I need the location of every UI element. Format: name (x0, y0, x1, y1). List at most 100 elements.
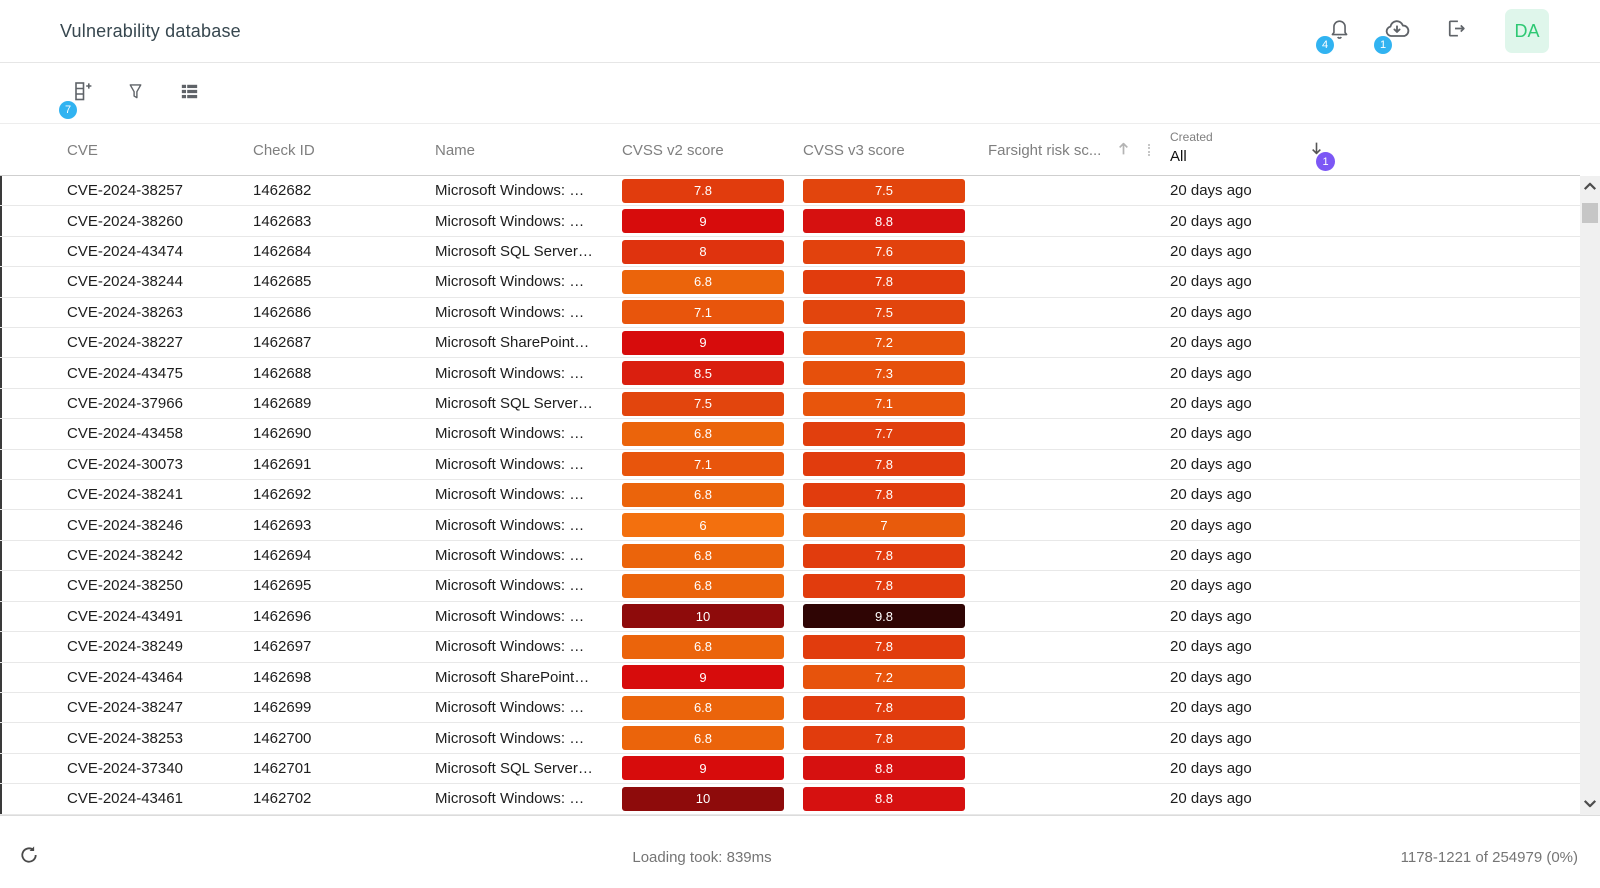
cell-cve[interactable]: CVE-2024-38250 (67, 577, 183, 595)
cvss-v2-score-badge: 6.8 (622, 634, 784, 659)
sort-descending-icon[interactable] (1308, 140, 1325, 161)
table-body: CVE-2024-38257 1462682 Microsoft Windows… (0, 176, 1580, 815)
view-list-button[interactable] (176, 81, 202, 107)
cell-cvss-v3: 7.1 (803, 391, 988, 416)
cell-cvss-v3: 7.5 (803, 178, 988, 203)
loading-time-text: Loading took: 839ms (632, 849, 772, 866)
cell-created: 20 days ago (1170, 699, 1252, 717)
table-row[interactable]: CVE-2024-43491 1462696 Microsoft Windows… (0, 602, 1580, 633)
cell-check-id: 1462697 (253, 638, 312, 656)
cell-cve[interactable]: CVE-2024-38244 (67, 273, 183, 291)
cell-cve[interactable]: CVE-2024-38260 (67, 212, 183, 230)
cvss-v2-score-badge: 9 (622, 665, 784, 690)
cell-cve[interactable]: CVE-2024-43491 (67, 607, 183, 625)
table-row[interactable]: CVE-2024-38260 1462683 Microsoft Windows… (0, 206, 1580, 237)
avatar[interactable]: DA (1505, 9, 1549, 53)
table-row[interactable]: CVE-2024-38257 1462682 Microsoft Windows… (0, 176, 1580, 207)
cell-created: 20 days ago (1170, 364, 1252, 382)
cell-cve[interactable]: CVE-2024-43475 (67, 364, 183, 382)
table-row[interactable]: CVE-2024-37340 1462701 Microsoft SQL Ser… (0, 754, 1580, 785)
cell-check-id: 1462693 (253, 516, 312, 534)
cvss-v3-score-badge: 7.8 (803, 482, 965, 507)
cell-cve[interactable]: CVE-2024-37966 (67, 395, 183, 413)
scroll-up-button[interactable] (1580, 178, 1600, 196)
cell-cve[interactable]: CVE-2024-38257 (67, 182, 183, 200)
cvss-v3-score-badge: 7.2 (803, 665, 965, 690)
cell-cvss-v2: 6.8 (622, 482, 803, 507)
table-row[interactable]: CVE-2024-38242 1462694 Microsoft Windows… (0, 541, 1580, 572)
column-header-cvss-v2[interactable]: CVSS v2 score (622, 141, 724, 159)
column-header-cvss-v3[interactable]: CVSS v3 score (803, 141, 905, 159)
cell-cve[interactable]: CVE-2024-38241 (67, 486, 183, 504)
cell-cve[interactable]: CVE-2024-38242 (67, 547, 183, 565)
cell-created: 20 days ago (1170, 425, 1252, 443)
cell-cvss-v3: 7.7 (803, 421, 988, 446)
table-row[interactable]: CVE-2024-43464 1462698 Microsoft SharePo… (0, 663, 1580, 693)
table-row[interactable]: CVE-2024-38263 1462686 Microsoft Windows… (0, 298, 1580, 329)
cell-cvss-v3: 9.8 (803, 604, 988, 629)
vertical-scrollbar[interactable] (1580, 176, 1600, 815)
table-row[interactable]: CVE-2024-38247 1462699 Microsoft Windows… (0, 693, 1580, 724)
cvss-v3-score-badge: 7.8 (803, 726, 965, 751)
cvss-v2-score-badge: 10 (622, 604, 784, 629)
cell-cvss-v2: 9 (622, 665, 803, 690)
refresh-button[interactable] (18, 844, 40, 866)
cvss-v2-score-badge: 9 (622, 756, 784, 781)
table-left-edge (0, 176, 2, 814)
cell-name: Microsoft Windows: … (435, 273, 585, 291)
table-row[interactable]: CVE-2024-38250 1462695 Microsoft Windows… (0, 571, 1580, 602)
cell-cve[interactable]: CVE-2024-38263 (67, 303, 183, 321)
cell-name: Microsoft Windows: … (435, 577, 585, 595)
cell-created: 20 days ago (1170, 334, 1252, 352)
cell-cve[interactable]: CVE-2024-43461 (67, 790, 183, 808)
scrollbar-thumb[interactable] (1582, 203, 1598, 223)
sort-ascending-icon[interactable] (1115, 140, 1132, 161)
table-row[interactable]: CVE-2024-38244 1462685 Microsoft Windows… (0, 267, 1580, 298)
created-filter-badge: 1 (1316, 152, 1335, 171)
table-row[interactable]: CVE-2024-43458 1462690 Microsoft Windows… (0, 419, 1580, 450)
cell-name: Microsoft Windows: … (435, 607, 585, 625)
table-row[interactable]: CVE-2024-38241 1462692 Microsoft Windows… (0, 480, 1580, 511)
column-resize-handle-icon[interactable] (1148, 144, 1151, 156)
cell-cvss-v3: 7.8 (803, 634, 988, 659)
cell-cve[interactable]: CVE-2024-38253 (67, 729, 183, 747)
cell-cve[interactable]: CVE-2024-43458 (67, 425, 183, 443)
table-row[interactable]: CVE-2024-43475 1462688 Microsoft Windows… (0, 358, 1580, 389)
table-row[interactable]: CVE-2024-43474 1462684 Microsoft SQL Ser… (0, 237, 1580, 268)
column-header-cve[interactable]: CVE (67, 141, 98, 159)
cell-created: 20 days ago (1170, 212, 1252, 230)
cell-cve[interactable]: CVE-2024-43464 (67, 668, 183, 686)
scroll-down-button[interactable] (1580, 795, 1600, 813)
cell-cve[interactable]: CVE-2024-38227 (67, 334, 183, 352)
cell-cve[interactable]: CVE-2024-38249 (67, 638, 183, 656)
cell-cve[interactable]: CVE-2024-30073 (67, 455, 183, 473)
table-row[interactable]: CVE-2024-38227 1462687 Microsoft SharePo… (0, 328, 1580, 359)
column-header-name[interactable]: Name (435, 141, 476, 159)
table-row[interactable]: CVE-2024-38246 1462693 Microsoft Windows… (0, 510, 1580, 541)
downloads-button[interactable]: 1 (1374, 17, 1411, 54)
filter-button[interactable] (122, 81, 148, 107)
created-filter-value[interactable]: All (1170, 148, 1187, 165)
cvss-v2-score-badge: 8.5 (622, 361, 784, 386)
cvss-v2-score-badge: 7.1 (622, 452, 784, 477)
cell-cve[interactable]: CVE-2024-38247 (67, 699, 183, 717)
column-header-check-id[interactable]: Check ID (253, 141, 315, 159)
table-row[interactable]: CVE-2024-38249 1462697 Microsoft Windows… (0, 632, 1580, 663)
table-row[interactable]: CVE-2024-30073 1462691 Microsoft Windows… (0, 450, 1580, 481)
notifications-button[interactable]: 4 (1316, 17, 1353, 54)
cell-cve[interactable]: CVE-2024-37340 (67, 759, 183, 777)
logout-button[interactable] (1441, 17, 1469, 45)
column-header-farsight[interactable]: Farsight risk sc... (988, 140, 1170, 161)
cell-name: Microsoft Windows: … (435, 638, 585, 656)
add-column-button[interactable]: 7 (59, 81, 94, 119)
table-row[interactable]: CVE-2024-38253 1462700 Microsoft Windows… (0, 723, 1580, 754)
column-header-created[interactable]: Created All 1 (1170, 125, 1580, 175)
cell-cvss-v3: 7.8 (803, 482, 988, 507)
table-row[interactable]: CVE-2024-37966 1462689 Microsoft SQL Ser… (0, 389, 1580, 420)
cell-created: 20 days ago (1170, 668, 1252, 686)
cell-cve[interactable]: CVE-2024-43474 (67, 243, 183, 261)
table-row[interactable]: CVE-2024-43461 1462702 Microsoft Windows… (0, 784, 1580, 815)
cell-cve[interactable]: CVE-2024-38246 (67, 516, 183, 534)
cell-cvss-v2: 7.8 (622, 178, 803, 203)
